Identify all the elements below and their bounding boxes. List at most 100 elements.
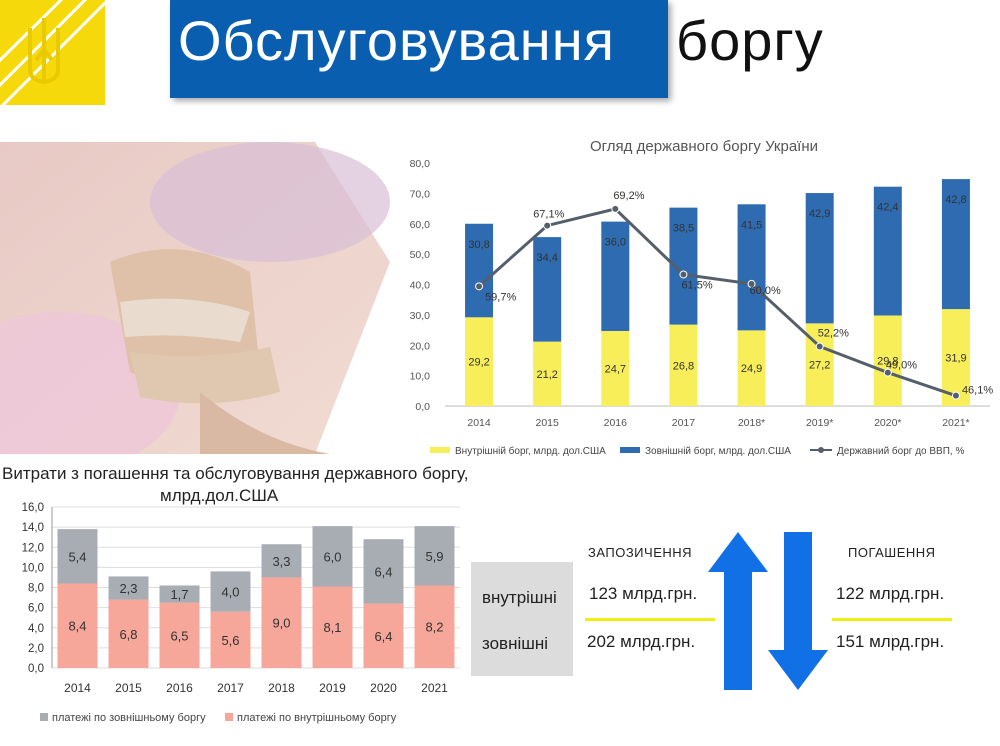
ukraine-trident-icon <box>0 0 110 110</box>
x-tick-label: 2021* <box>942 417 969 429</box>
line-label: 60,0% <box>750 285 781 297</box>
legend-swatch-external <box>620 447 640 453</box>
legend-internal: Внутрішній борг, млрд. дол.США <box>455 445 606 457</box>
x-tick-label: 2020* <box>874 417 901 429</box>
line-point <box>475 282 484 291</box>
debt-overview-chart: 0,0 10,0 20,0 30,0 40,0 50,0 60,0 70,0 80,0 29,2 3… <box>410 158 994 457</box>
x-tick-label: 2017 <box>672 417 696 429</box>
bar-internal-payments <box>210 611 251 668</box>
x-tick-label: 2017 <box>217 681 244 695</box>
x-tick-label: 2015 <box>536 417 560 429</box>
bar-external <box>873 186 902 316</box>
data-label: 9,0 <box>272 616 290 631</box>
arrow-up-icon <box>708 532 768 690</box>
bar-external <box>465 223 494 318</box>
x-tick-label: 2015 <box>115 681 142 695</box>
bar-internal-payments <box>363 603 404 668</box>
line-label: 59,7% <box>485 291 516 303</box>
line-label: 69,2% <box>613 190 644 202</box>
legend-external: Зовнішній борг, млрд. дол.США <box>645 445 791 457</box>
bar-external <box>941 179 970 310</box>
data-label: 24,7 <box>605 363 626 375</box>
bar-external-payments <box>363 539 404 604</box>
line-label: 61,5% <box>681 279 712 291</box>
y-tick-label: 80,0 <box>410 158 431 170</box>
y-tick-label: 16,0 <box>22 502 44 514</box>
divider <box>585 618 715 621</box>
data-label: 6,4 <box>374 564 392 579</box>
bar-external-payments <box>312 526 353 587</box>
x-tick-label: 2016 <box>166 681 193 695</box>
y-tick-label: 20,0 <box>410 340 431 352</box>
data-label: 1,7 <box>170 587 188 602</box>
data-label: 29,8 <box>877 356 898 368</box>
bar-external <box>805 193 834 324</box>
chart2-title: Витрати з погашення та обслуговування де… <box>2 464 469 483</box>
repay-internal-value: 122 млрд.грн. <box>836 584 945 603</box>
y-tick-label: 4,0 <box>28 623 44 635</box>
x-tick-label: 2016 <box>604 417 628 429</box>
data-label: 42,8 <box>945 194 966 206</box>
borrow-internal-value: 123 млрд.грн. <box>589 584 698 603</box>
y-tick-label: 0,0 <box>415 401 430 413</box>
row-label-internal: внутрішні <box>482 588 557 607</box>
y-tick-label: 50,0 <box>410 249 431 261</box>
y-tick-label: 14,0 <box>22 522 44 534</box>
repayment-header: ПОГАШЕННЯ <box>848 545 936 560</box>
bar-external-payments <box>159 585 200 603</box>
x-tick-label: 2018 <box>268 681 295 695</box>
hands-holding-banknotes-image <box>0 142 390 454</box>
line-point <box>951 391 960 400</box>
y-tick-label: 8,0 <box>28 583 44 595</box>
divider <box>832 618 952 621</box>
debt-service-chart: 0,0 2,0 4,0 6,0 8,0 10,0 12,0 14,0 16,0 8,4 5,4 201… <box>22 502 460 724</box>
bar-internal-payments <box>312 586 353 668</box>
x-tick-label: 2019 <box>319 681 346 695</box>
chart1-title: Огляд державного боргу України <box>590 138 819 155</box>
bar-internal <box>601 330 630 406</box>
line-point <box>815 342 824 351</box>
legend-swatch-internal <box>430 447 450 453</box>
line-label: 67,1% <box>533 209 564 221</box>
arrow-down-icon <box>768 532 828 690</box>
repay-external-value: 151 млрд.грн. <box>836 632 945 651</box>
line-label: 46,1% <box>962 385 993 397</box>
y-tick-label: 10,0 <box>22 562 44 574</box>
data-label: 8,1 <box>323 620 341 635</box>
bar-internal-payments <box>159 602 200 668</box>
bar-external <box>601 221 630 331</box>
data-label: 31,9 <box>945 353 966 365</box>
data-label: 42,9 <box>809 208 830 220</box>
line-point <box>747 279 756 288</box>
y-tick-label: 12,0 <box>22 542 44 554</box>
bar-internal <box>669 324 698 406</box>
data-label: 30,8 <box>468 239 489 251</box>
bar-internal-payments <box>414 585 455 668</box>
data-label: 2,3 <box>119 581 137 596</box>
bar-internal <box>941 309 970 406</box>
bar-external-payments <box>261 544 302 578</box>
line-label: 49,0% <box>886 360 917 372</box>
bar-external-payments <box>210 571 251 612</box>
data-label: 8,2 <box>425 620 443 635</box>
data-label: 6,0 <box>323 549 341 564</box>
legend-external: платежі по зовнішньому боргу <box>52 712 206 724</box>
data-label: 27,2 <box>809 360 830 372</box>
gdp-ratio-line <box>478 207 957 398</box>
data-label: 41,5 <box>741 219 762 231</box>
row-label-external: зовнішні <box>482 634 549 653</box>
logo-panel <box>0 0 110 110</box>
data-label: 5,6 <box>221 633 239 648</box>
y-tick-label: 6,0 <box>28 603 44 615</box>
data-label: 5,9 <box>425 549 443 564</box>
bar-internal-payments <box>108 599 149 668</box>
debt-type-box <box>471 562 573 676</box>
line-point <box>543 221 552 230</box>
line-point <box>611 204 620 213</box>
data-label: 8,4 <box>68 619 86 634</box>
bar-internal <box>737 330 766 406</box>
data-label: 21,2 <box>536 369 557 381</box>
x-tick-label: 2019* <box>806 417 833 429</box>
y-tick-label: 0,0 <box>28 663 44 675</box>
title-banner <box>170 0 668 98</box>
